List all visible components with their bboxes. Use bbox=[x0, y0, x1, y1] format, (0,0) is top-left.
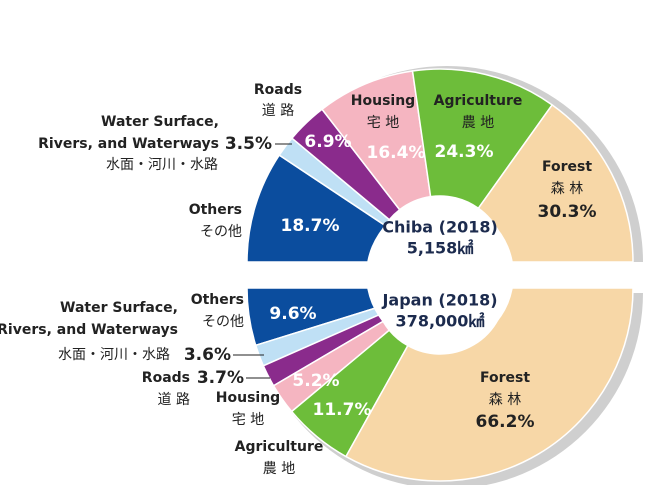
value-label: 3.6% bbox=[184, 345, 231, 365]
value-label: 66.2% bbox=[476, 412, 535, 432]
value-label: 3.7% bbox=[197, 368, 244, 388]
slice bbox=[411, 68, 554, 210]
value-label: 11.7% bbox=[313, 400, 372, 420]
value-label: 5.2% bbox=[292, 371, 339, 391]
value-label: 9.6% bbox=[269, 304, 316, 324]
category-label: Water Surface, Rivers, and Waterways bbox=[0, 300, 178, 338]
category-label-ja: 宅 地 bbox=[367, 115, 399, 131]
category-label: Forest bbox=[542, 159, 592, 175]
category-label-ja: 森 林 bbox=[551, 181, 583, 197]
category-label-ja: 宅 地 bbox=[232, 412, 264, 428]
value-label: 3.5% bbox=[225, 134, 272, 154]
value-label: 18.7% bbox=[281, 216, 340, 236]
category-label: Others bbox=[191, 292, 244, 308]
slice bbox=[344, 287, 634, 482]
center-hole bbox=[366, 201, 514, 349]
category-label: Forest bbox=[480, 370, 530, 386]
chart-title: Japan (2018) bbox=[381, 291, 497, 310]
category-label-ja: その他 bbox=[202, 314, 244, 330]
category-label: Roads bbox=[142, 370, 190, 386]
category-label: Housing bbox=[216, 390, 280, 406]
category-label-ja: 水面・河川・水路 bbox=[106, 157, 218, 173]
slice bbox=[477, 103, 634, 263]
value-label: 6.9% bbox=[304, 132, 351, 152]
category-label: Agriculture bbox=[235, 439, 324, 455]
category-label: Housing bbox=[351, 93, 415, 109]
value-label: 24.3% bbox=[435, 142, 494, 162]
category-label-ja: 道 路 bbox=[262, 103, 294, 119]
category-label-ja: 水面・河川・水路 bbox=[58, 347, 170, 363]
category-label: Others bbox=[189, 202, 242, 218]
chart-title: Chiba (2018) bbox=[382, 218, 498, 237]
category-label-ja: 農 地 bbox=[462, 115, 494, 131]
chart-subtitle: 378,000㎢ bbox=[396, 312, 485, 331]
category-label: Agriculture bbox=[434, 93, 523, 109]
value-label: 30.3% bbox=[538, 202, 597, 222]
category-label-ja: 道 路 bbox=[158, 392, 190, 408]
category-label: Water Surface, Rivers, and Waterways bbox=[38, 114, 219, 152]
category-label-ja: 森 林 bbox=[489, 392, 521, 408]
category-label: Roads bbox=[254, 82, 302, 98]
category-label-ja: その他 bbox=[200, 224, 242, 240]
value-label: 16.4% bbox=[367, 143, 426, 163]
category-label-ja: 農 地 bbox=[263, 461, 295, 477]
chart-subtitle: 5,158㎢ bbox=[407, 239, 474, 258]
